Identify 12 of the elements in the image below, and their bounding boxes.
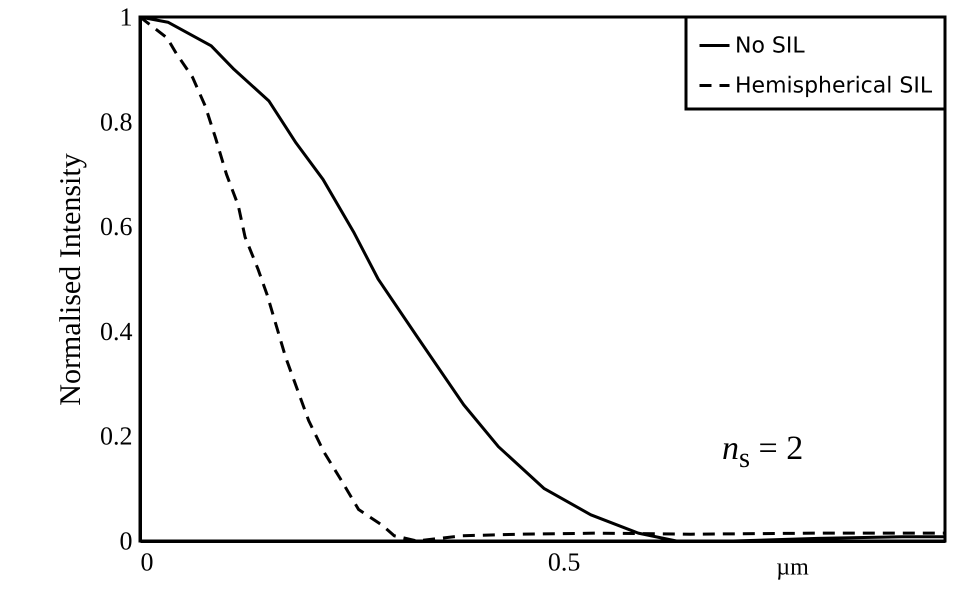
y-tick-label: 0.8 — [100, 107, 132, 136]
y-tick-label: 0 — [120, 526, 132, 556]
y-tick-label: 0.6 — [100, 212, 132, 242]
y-tick-label: 1 — [120, 2, 132, 32]
y-tick-label: 0.2 — [100, 422, 132, 451]
legend-label: No SIL — [735, 34, 806, 58]
x-tick-label: 0.5 — [548, 548, 580, 576]
y-tick-label: 0.4 — [100, 316, 132, 346]
x-axis-title: µm — [776, 554, 810, 580]
legend-label: Hemispherical SIL — [735, 74, 933, 98]
annotation: n$_{s}$ = 2 — [722, 430, 804, 475]
y-axis-title: Normalised Intensity — [54, 153, 87, 406]
